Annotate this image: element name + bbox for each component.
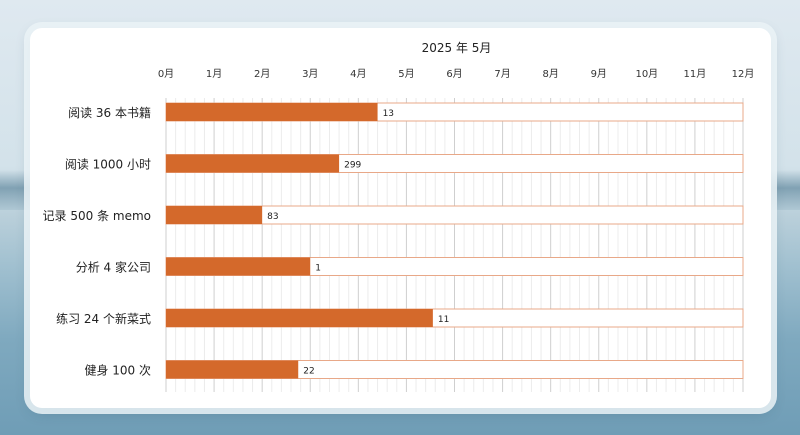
progress-bar: [166, 257, 311, 276]
category-label: 阅读 36 本书籍: [68, 105, 151, 120]
bar-data-label: 299: [344, 161, 361, 171]
x-tick-label: 1月: [206, 68, 222, 80]
progress-bar: [166, 360, 299, 379]
progress-bar: [166, 103, 378, 121]
x-tick-label: 10月: [635, 68, 658, 80]
x-tick-label: 12月: [732, 68, 755, 80]
category-label: 分析 4 家公司: [76, 260, 151, 275]
x-tick-label: 5月: [398, 68, 414, 80]
bar-data-label: 11: [438, 315, 449, 325]
bar-data-label: 13: [383, 109, 394, 119]
category-label: 记录 500 条 memo: [43, 209, 151, 223]
progress-bar: [166, 309, 433, 327]
progress-bar: [166, 154, 340, 173]
x-tick-label: 11月: [684, 68, 707, 80]
category-label: 健身 100 次: [84, 363, 151, 378]
category-label: 练习 24 个新菜式: [56, 311, 151, 326]
bar-data-label: 1: [315, 264, 321, 274]
bar-data-label: 22: [303, 367, 314, 377]
x-tick-label: 0月: [158, 68, 174, 80]
x-tick-label: 9月: [591, 68, 607, 80]
x-tick-label: 4月: [350, 68, 366, 80]
x-tick-label: 8月: [542, 68, 558, 80]
x-tick-label: 7月: [494, 68, 510, 80]
x-tick-label: 3月: [302, 68, 318, 80]
progress-bar: [166, 206, 263, 224]
bar-data-label: 83: [267, 212, 278, 222]
x-tick-label: 6月: [446, 68, 462, 80]
x-tick-label: 2月: [254, 68, 270, 80]
chart-title: 2025 年 5月: [422, 41, 492, 55]
category-label: 阅读 1000 小时: [65, 158, 151, 172]
